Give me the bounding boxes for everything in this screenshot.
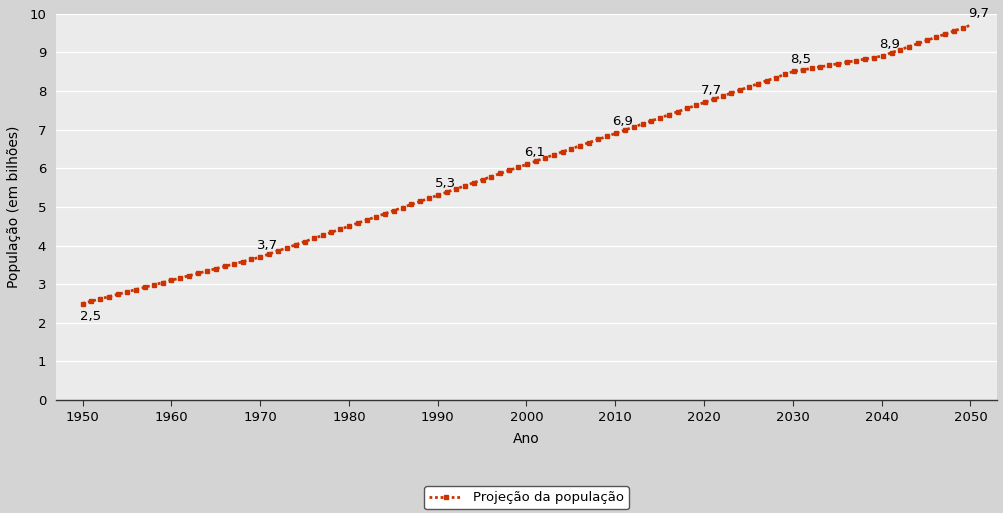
Text: 6,9: 6,9 — [612, 115, 633, 128]
Text: 7,7: 7,7 — [700, 84, 722, 97]
X-axis label: Ano: Ano — [513, 432, 540, 446]
Text: 5,3: 5,3 — [434, 177, 455, 190]
Y-axis label: População (em bilhões): População (em bilhões) — [7, 126, 21, 288]
Legend: Projeção da população: Projeção da população — [423, 486, 629, 509]
Text: 8,9: 8,9 — [878, 37, 899, 51]
Text: 3,7: 3,7 — [257, 239, 278, 251]
Text: 9,7: 9,7 — [967, 7, 988, 19]
Text: 8,5: 8,5 — [789, 53, 810, 66]
Text: 6,1: 6,1 — [524, 146, 545, 159]
Text: 2,5: 2,5 — [79, 310, 100, 323]
